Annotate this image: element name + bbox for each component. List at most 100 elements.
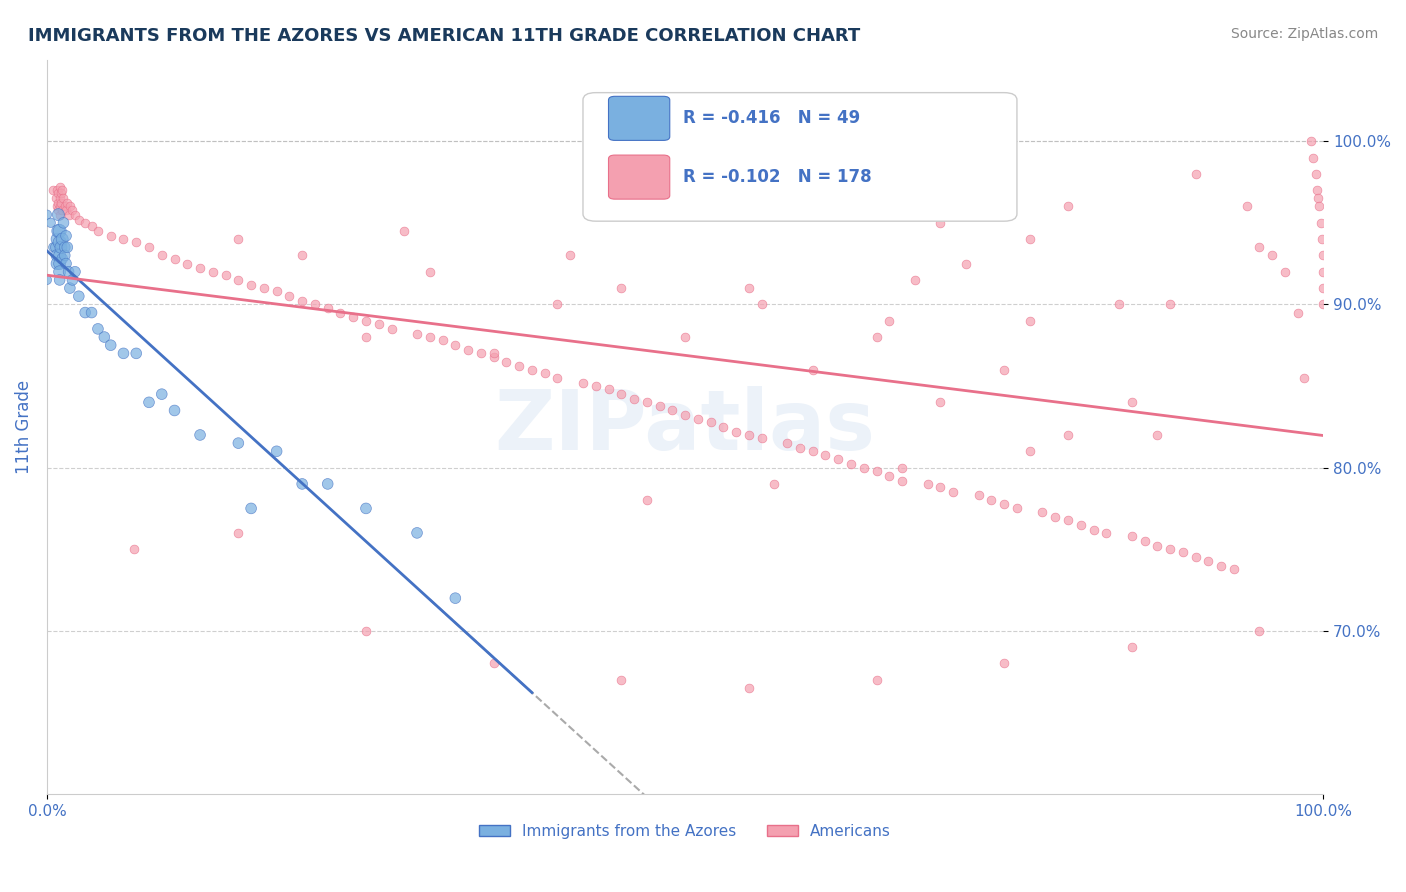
Point: [1286, 305, 1309, 319]
Point: [993, 362, 1015, 376]
Point: [776, 436, 799, 450]
Point: [482, 657, 505, 671]
Point: [48, 273, 70, 287]
FancyBboxPatch shape: [609, 96, 669, 140]
Point: [52, 216, 75, 230]
Point: [1312, 248, 1334, 262]
Point: [1159, 542, 1181, 557]
Point: [636, 493, 658, 508]
Point: [49, 196, 72, 211]
Point: [993, 496, 1015, 510]
Point: [751, 431, 773, 445]
Point: [1018, 232, 1040, 246]
Point: [801, 362, 824, 376]
Point: [801, 444, 824, 458]
Point: [546, 297, 568, 311]
Point: [93, 330, 115, 344]
Point: [1310, 232, 1333, 246]
Point: [470, 346, 492, 360]
Point: [214, 268, 236, 282]
Point: [125, 235, 148, 250]
Point: [1057, 199, 1080, 213]
Point: [891, 474, 914, 488]
Point: [661, 403, 683, 417]
Point: [738, 281, 761, 295]
Point: [228, 525, 250, 540]
Point: [46, 257, 69, 271]
Point: [75, 216, 97, 230]
Point: [240, 277, 263, 292]
Point: [419, 330, 441, 344]
Legend: Immigrants from the Azores, Americans: Immigrants from the Azores, Americans: [474, 818, 897, 845]
Point: [1305, 167, 1327, 181]
Point: [112, 232, 135, 246]
Point: [1312, 281, 1334, 295]
Point: [1171, 545, 1194, 559]
Point: [738, 428, 761, 442]
Point: [228, 436, 250, 450]
Point: [865, 673, 887, 687]
Point: [291, 294, 314, 309]
Point: [48, 265, 70, 279]
Point: [1146, 428, 1168, 442]
Point: [419, 265, 441, 279]
Point: [1095, 525, 1118, 540]
Point: [49, 240, 72, 254]
Point: [610, 387, 633, 401]
Point: [572, 376, 595, 390]
Point: [929, 395, 952, 409]
Point: [53, 240, 76, 254]
Point: [879, 314, 901, 328]
Point: [304, 297, 326, 311]
Point: [980, 493, 1002, 508]
Point: [48, 224, 70, 238]
Point: [228, 232, 250, 246]
Point: [63, 265, 86, 279]
Point: [1184, 550, 1206, 565]
Point: [55, 257, 77, 271]
Point: [1309, 216, 1331, 230]
Point: [316, 301, 339, 315]
Point: [201, 265, 224, 279]
Point: [87, 224, 110, 238]
Point: [122, 542, 145, 557]
Point: [955, 257, 977, 271]
Point: [46, 183, 69, 197]
Point: [316, 477, 339, 491]
Point: [673, 330, 696, 344]
Point: [188, 428, 211, 442]
Point: [725, 425, 748, 439]
Point: [52, 191, 75, 205]
Point: [967, 488, 990, 502]
Point: [45, 191, 67, 205]
Point: [56, 196, 79, 211]
Point: [51, 202, 73, 217]
Point: [1312, 297, 1334, 311]
Text: R = -0.416   N = 49: R = -0.416 N = 49: [682, 110, 860, 128]
Point: [188, 261, 211, 276]
Point: [48, 248, 70, 262]
Point: [1306, 183, 1329, 197]
Point: [150, 248, 173, 262]
Point: [1133, 534, 1156, 549]
Point: [1031, 505, 1053, 519]
Point: [48, 235, 70, 250]
Point: [55, 202, 77, 217]
Point: [59, 199, 82, 213]
Point: [48, 257, 70, 271]
Point: [51, 252, 73, 266]
Point: [636, 395, 658, 409]
Point: [623, 392, 645, 406]
Point: [163, 403, 186, 417]
Point: [80, 305, 103, 319]
Point: [432, 334, 454, 348]
Point: [1302, 151, 1324, 165]
Point: [48, 202, 70, 217]
Point: [53, 248, 76, 262]
Point: [342, 310, 364, 325]
Point: [1294, 371, 1316, 385]
Point: [1146, 539, 1168, 553]
Point: [63, 208, 86, 222]
Point: [291, 248, 314, 262]
Point: [993, 657, 1015, 671]
